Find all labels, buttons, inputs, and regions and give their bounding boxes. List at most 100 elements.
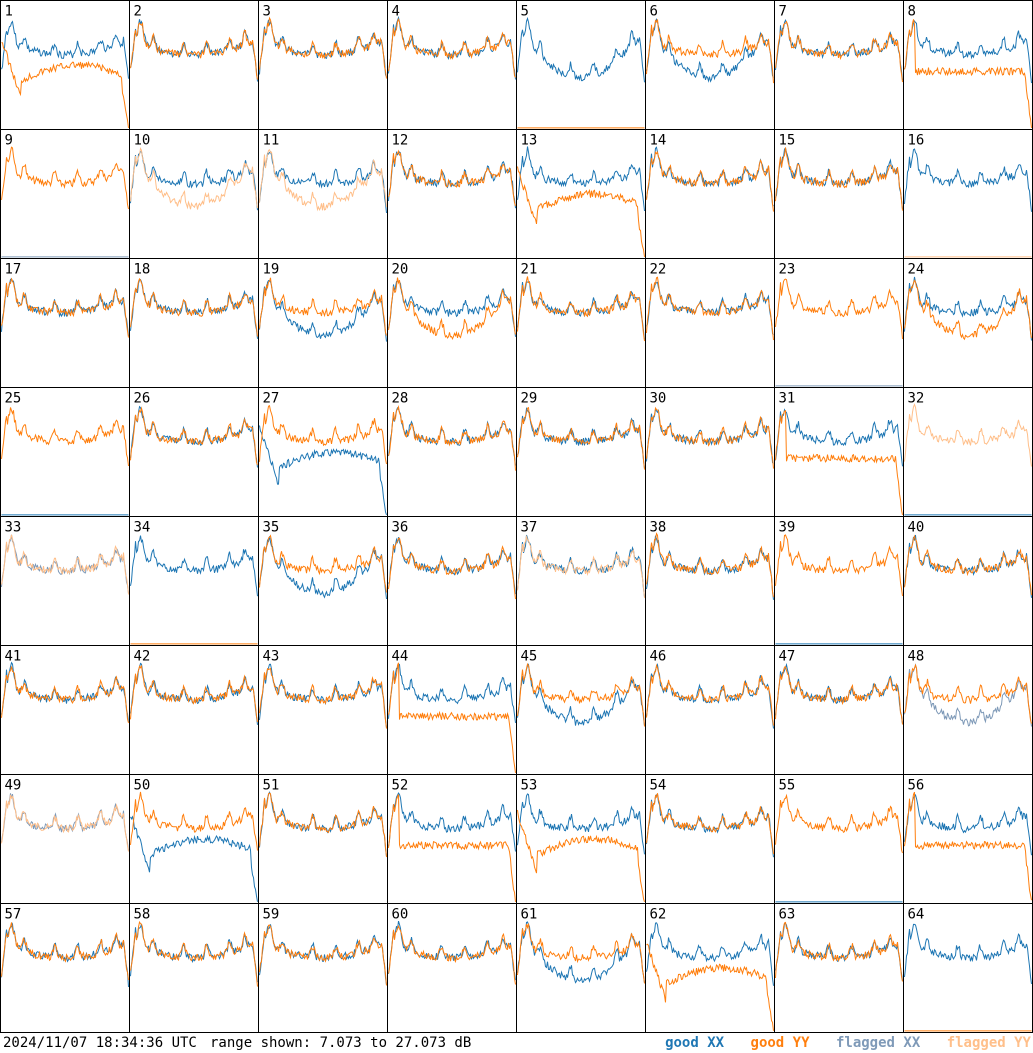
panel-label: 64 [908,907,925,923]
panel-40: 40 [903,516,1033,646]
panel-15: 15 [774,129,904,259]
panel-frame [258,258,388,388]
panel-label: 9 [5,133,13,149]
series-yy [517,166,645,257]
series-yy [1,407,129,467]
panel-26: 26 [129,387,259,517]
panel-36: 36 [387,516,517,646]
panel-2: 2 [129,0,259,130]
panel-frame [0,0,130,130]
series-yy [1,666,129,724]
panel-label: 49 [5,778,22,794]
series-yy [1,277,129,338]
panel-frame [387,387,517,517]
panel-label: 5 [521,4,529,20]
panel-frame [645,516,775,646]
series-xx [904,793,1032,856]
panel-frame [129,129,259,259]
panel-frame [774,516,904,646]
series-xx [388,663,516,723]
panel-20: 20 [387,258,517,388]
panel-41: 41 [0,645,130,775]
series-yy [646,406,774,469]
series-xx [130,151,258,211]
panel-frame [774,903,904,1033]
panel-frame [645,129,775,259]
panel-52: 52 [387,774,517,904]
panel-60: 60 [387,903,517,1033]
panel-label: 27 [263,391,280,407]
panel-53: 53 [516,774,646,904]
series-yy [130,146,258,210]
panel-59: 59 [258,903,388,1033]
panel-56: 56 [903,774,1033,904]
series-xx [517,534,645,598]
panel-label: 34 [134,520,151,536]
legend-flagged-yy: flagged YY [946,1035,1031,1051]
panel-4: 4 [387,0,517,130]
series-xx [259,536,387,600]
panel-25: 25 [0,387,130,517]
panel-34: 34 [129,516,259,646]
panel-frame [0,774,130,904]
panel-7: 7 [774,0,904,130]
panel-frame [129,387,259,517]
series-xx [1,20,129,79]
panel-16: 16 [903,129,1033,259]
series-yy [904,19,1032,128]
panel-label: 4 [392,4,400,20]
series-yy [646,943,774,1031]
panel-55: 55 [774,774,904,904]
panel-label: 20 [392,262,409,278]
series-xx [904,276,1032,341]
footer: 2024/11/07 18:34:36 UTC range shown: 7.0… [0,1033,1033,1053]
panel-label: 38 [650,520,667,536]
series-yy [1,146,129,210]
panel-label: 17 [5,262,22,278]
panel-frame [129,0,259,130]
panel-frame [387,903,517,1033]
series-xx [904,534,1032,598]
legend-good-xx: good XX [665,1035,725,1051]
panel-21: 21 [516,258,646,388]
series-yy [646,793,774,855]
panel-label: 58 [134,907,151,923]
panel-frame [903,516,1033,646]
series-yy [130,920,258,987]
panel-frame [645,774,775,904]
series-xx [517,921,645,984]
panel-label: 63 [779,907,796,923]
series-xx [130,815,258,902]
panel-label: 55 [779,778,796,794]
panel-label: 36 [392,520,409,536]
series-yy [1,922,129,981]
panel-28: 28 [387,387,517,517]
series-yy [517,923,645,984]
panel-label: 1 [5,4,13,20]
series-xx [259,663,387,728]
series-xx [130,924,258,983]
panel-23: 23 [774,258,904,388]
series-yy [259,404,387,465]
panel-frame [387,774,517,904]
series-xx [775,662,903,724]
panel-label: 11 [263,133,280,149]
series-yy [388,537,516,600]
panel-label: 19 [263,262,280,278]
panel-frame [774,0,904,130]
series-xx [646,794,774,858]
series-yy [646,19,774,84]
legend-good-yy: good YY [750,1035,810,1051]
series-yy [388,149,516,207]
series-yy [775,666,903,725]
panel-label: 43 [263,649,280,665]
panel-58: 58 [129,903,259,1033]
series-yy [904,663,1032,724]
panel-frame [903,645,1033,775]
panel-51: 51 [258,774,388,904]
panel-label: 23 [779,262,796,278]
panel-label: 30 [650,391,667,407]
panel-29: 29 [516,387,646,517]
panel-label: 44 [392,649,409,665]
panel-frame [774,774,904,904]
